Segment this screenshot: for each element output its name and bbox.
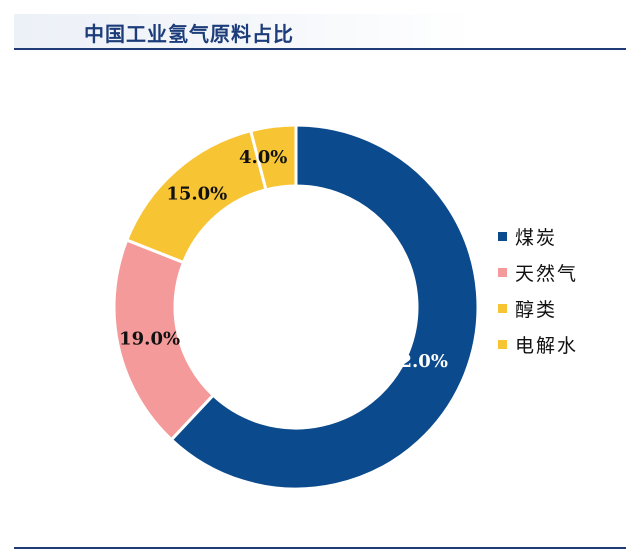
slice-label-1: 62.0% [387,351,448,372]
slice-label-4: 4.0% [239,147,287,168]
slice-label-3: 15.0% [166,183,227,204]
chart-title: 中国工业氢气原料占比 [84,22,294,46]
bottom-rule [14,547,626,549]
legend-label: 煤炭 [515,226,558,249]
slice-label-2: 19.0% [119,329,180,350]
legend-label: 醇类 [515,298,558,321]
legend: 煤炭天然气醇类电解水 [498,218,578,362]
legend-swatch [498,267,507,277]
legend-swatch [498,231,507,241]
legend-label: 天然气 [515,262,579,285]
title-bar: 中国工业氢气原料占比 [14,14,626,48]
slice-1 [169,123,480,491]
legend-item-3: 醇类 [498,290,578,326]
title-rule [14,48,626,50]
slice-4 [248,123,298,192]
legend-label: 电解水 [515,334,579,357]
legend-swatch [498,339,507,349]
legend-swatch [498,303,507,313]
legend-item-2: 天然气 [498,254,578,290]
legend-item-1: 煤炭 [498,218,578,254]
legend-item-4: 电解水 [498,326,578,362]
